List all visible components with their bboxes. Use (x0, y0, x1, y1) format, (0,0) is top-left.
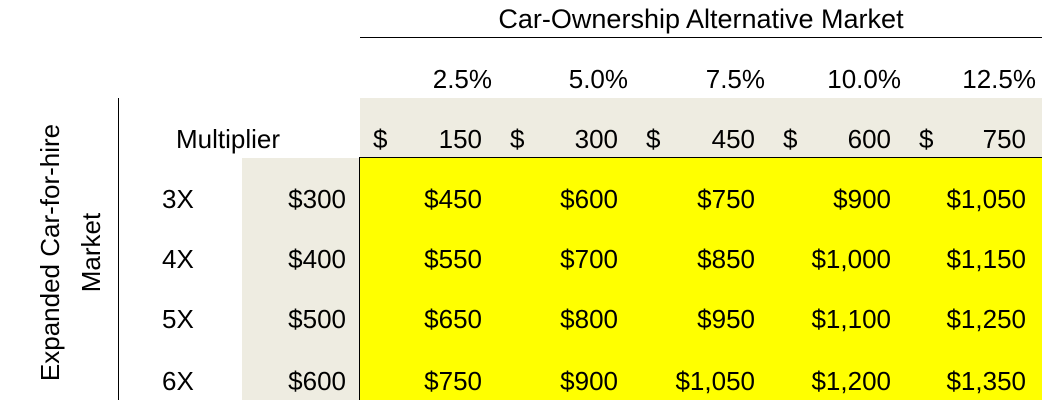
table-cell: $600 (560, 184, 618, 214)
table-cell: $750 (697, 184, 755, 214)
row-multiplier: 4X (162, 244, 194, 274)
table-cell: $1,200 (811, 366, 891, 396)
column-value: 300 (574, 124, 618, 154)
table-cell: $900 (560, 366, 618, 396)
results-highlight (360, 158, 1042, 400)
row-header-fill (242, 158, 360, 400)
row-base-value: $300 (288, 184, 346, 214)
table-cell: $900 (833, 184, 891, 214)
column-percent: 5.0% (568, 64, 628, 94)
column-value: 750 (982, 124, 1026, 154)
table-cell: $700 (560, 244, 618, 274)
table-cell: $750 (424, 366, 482, 396)
table-cell: $450 (424, 184, 482, 214)
row-axis-label: Expanded Car-for-hire Market (20, 105, 120, 400)
column-percent: 2.5% (432, 64, 492, 94)
column-value: 450 (711, 124, 755, 154)
column-currency-symbol: $ (373, 124, 388, 154)
column-percent: 10.0% (827, 64, 901, 94)
table-cell: $1,050 (946, 184, 1026, 214)
results-left-border (359, 157, 360, 400)
row-axis-label-line-1: Expanded Car-for-hire (35, 124, 65, 381)
table-cell: $1,350 (946, 366, 1026, 396)
chart-title: Car-Ownership Alternative Market (498, 4, 904, 34)
table-cell: $800 (560, 304, 618, 334)
header-divider (360, 157, 1042, 158)
table-cell: $1,100 (811, 304, 891, 334)
table-cell: $850 (697, 244, 755, 274)
table-cell: $1,150 (946, 244, 1026, 274)
table-cell: $1,250 (946, 304, 1026, 334)
row-base-value: $400 (288, 244, 346, 274)
row-multiplier: 5X (162, 304, 194, 334)
table-cell: $1,000 (811, 244, 891, 274)
row-base-value: $500 (288, 304, 346, 334)
row-multiplier: 3X (162, 184, 194, 214)
column-currency-symbol: $ (510, 124, 525, 154)
multiplier-label: Multiplier (176, 124, 281, 154)
table-cell: $650 (424, 304, 482, 334)
column-header-fill (360, 98, 1042, 158)
row-axis-divider (118, 98, 119, 400)
row-base-value: $600 (288, 366, 346, 396)
column-value: 150 (438, 124, 482, 154)
column-currency-symbol: $ (646, 124, 661, 154)
table-cell: $950 (697, 304, 755, 334)
table-cell: $550 (424, 244, 482, 274)
column-currency-symbol: $ (783, 124, 798, 154)
column-percent: 7.5% (705, 64, 765, 94)
row-axis-label-line-2: Market (76, 212, 106, 292)
column-value: 600 (847, 124, 891, 154)
column-currency-symbol: $ (919, 124, 934, 154)
title-underline (360, 37, 1042, 38)
column-percent: 12.5% (962, 64, 1036, 94)
row-multiplier: 6X (162, 366, 194, 396)
table-cell: $1,050 (675, 366, 755, 396)
